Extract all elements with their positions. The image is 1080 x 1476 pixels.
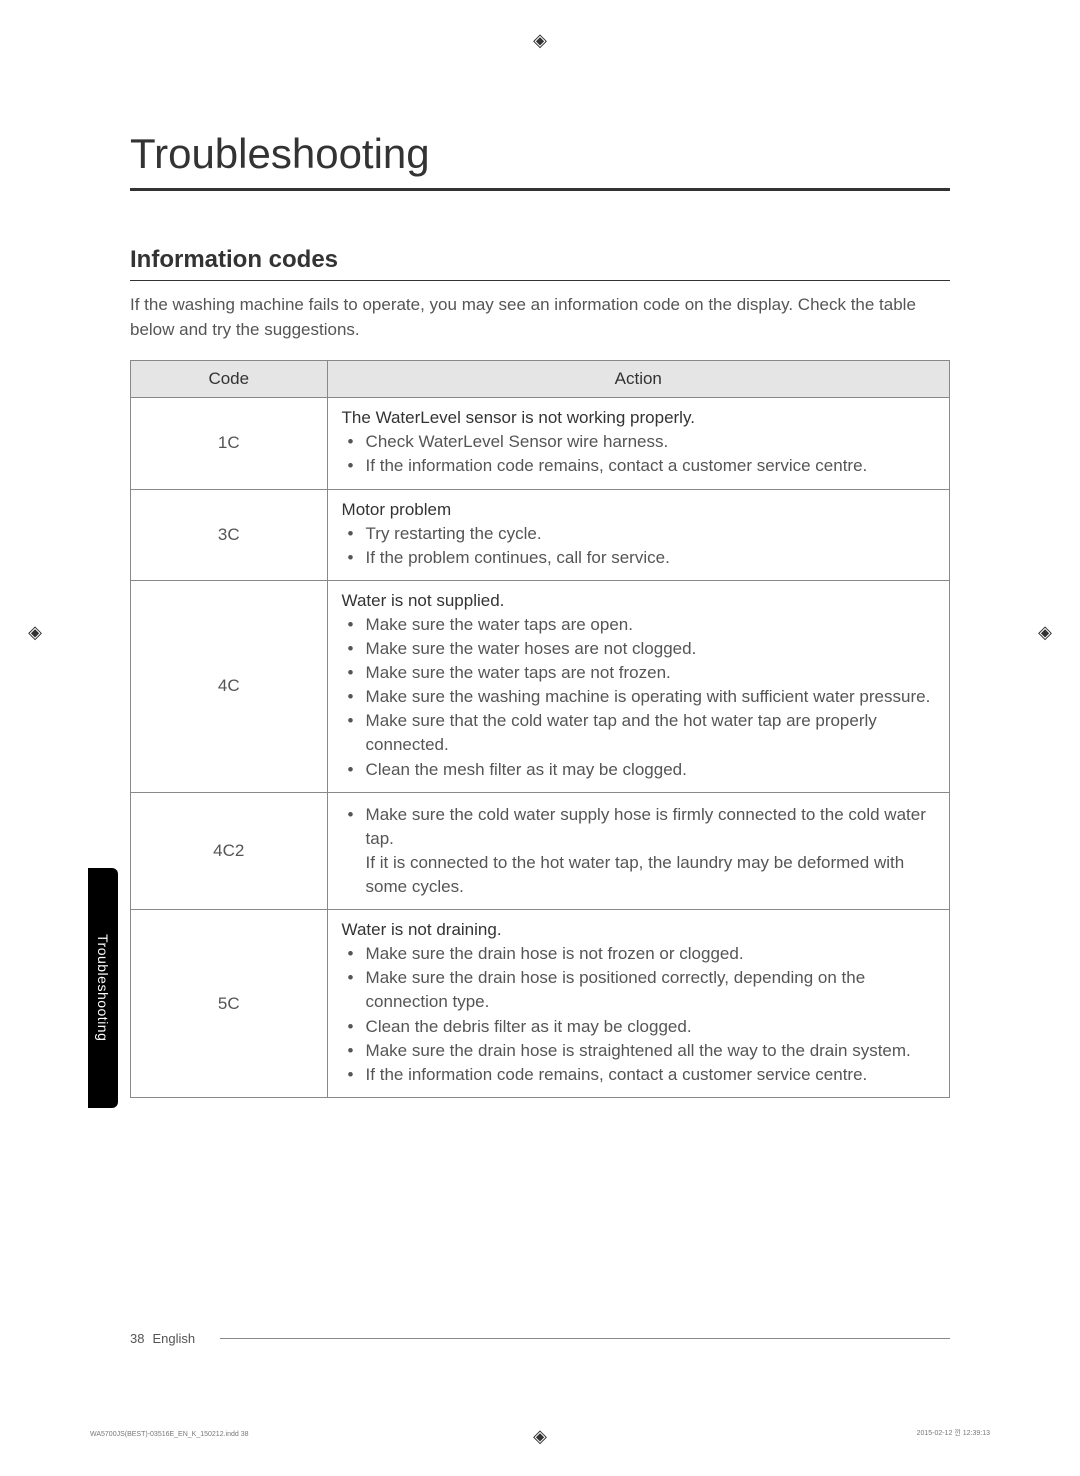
table-header-code: Code: [131, 361, 328, 398]
action-item: If the information code remains, contact…: [342, 454, 935, 478]
intro-text: If the washing machine fails to operate,…: [130, 293, 950, 342]
table-row: 3CMotor problemTry restarting the cycle.…: [131, 489, 950, 580]
print-footer-left: WA5700JS(BEST)-03516E_EN_K_150212.indd 3…: [90, 1431, 249, 1438]
code-cell: 5C: [131, 910, 328, 1098]
action-item: Make sure the water taps are open.: [342, 613, 935, 637]
code-cell: 1C: [131, 398, 328, 489]
page-footer: 38 English: [130, 1331, 195, 1346]
action-cell: Motor problemTry restarting the cycle.If…: [327, 489, 949, 580]
code-cell: 4C: [131, 580, 328, 792]
action-cell: Water is not supplied.Make sure the wate…: [327, 580, 949, 792]
action-cell: The WaterLevel sensor is not working pro…: [327, 398, 949, 489]
registration-mark-top: ◈: [530, 30, 550, 50]
action-item: Check WaterLevel Sensor wire harness.: [342, 430, 935, 454]
registration-mark-left: ◈: [25, 622, 45, 642]
action-title: Water is not supplied.: [342, 591, 935, 611]
action-item: If the problem continues, call for servi…: [342, 546, 935, 570]
action-item: Clean the mesh filter as it may be clogg…: [342, 758, 935, 782]
action-item: Try restarting the cycle.: [342, 522, 935, 546]
action-list: Make sure the cold water supply hose is …: [342, 803, 935, 851]
action-title: Water is not draining.: [342, 920, 935, 940]
action-item: Make sure the cold water supply hose is …: [342, 803, 935, 851]
action-list: Make sure the water taps are open.Make s…: [342, 613, 935, 782]
section-heading: Information codes: [130, 246, 950, 281]
action-cell: Make sure the cold water supply hose is …: [327, 792, 949, 910]
action-item: Make sure the washing machine is operati…: [342, 685, 935, 709]
action-list: Make sure the drain hose is not frozen o…: [342, 942, 935, 1087]
page-language: English: [152, 1331, 195, 1346]
action-cell: Water is not draining.Make sure the drai…: [327, 910, 949, 1098]
action-list: Try restarting the cycle.If the problem …: [342, 522, 935, 570]
action-item: Clean the debris filter as it may be clo…: [342, 1015, 935, 1039]
action-item: If the information code remains, contact…: [342, 1063, 935, 1087]
footer-line: [220, 1338, 950, 1339]
registration-mark-right: ◈: [1035, 622, 1055, 642]
action-item: Make sure that the cold water tap and th…: [342, 709, 935, 757]
table-row: 4C2 Make sure the cold water supply hose …: [131, 792, 950, 910]
table-row: 1C The WaterLevel sensor is not working p…: [131, 398, 950, 489]
page-title: Troubleshooting: [130, 130, 950, 191]
action-item: Make sure the drain hose is straightened…: [342, 1039, 935, 1063]
print-footer-right: 2015-02-12 낀 12:39:13: [917, 1428, 990, 1438]
action-item: Make sure the water taps are not frozen.: [342, 661, 935, 685]
table-header-action: Action: [327, 361, 949, 398]
action-item: Make sure the water hoses are not clogge…: [342, 637, 935, 661]
registration-mark-bottom: ◈: [530, 1426, 550, 1446]
information-codes-table: Code Action 1C The WaterLevel sensor is n…: [130, 360, 950, 1098]
code-cell: 3C: [131, 489, 328, 580]
action-item: Make sure the drain hose is not frozen o…: [342, 942, 935, 966]
action-item: Make sure the drain hose is positioned c…: [342, 966, 935, 1014]
page-number: 38: [130, 1331, 144, 1346]
code-cell: 4C2: [131, 792, 328, 910]
table-row: 4CWater is not supplied.Make sure the wa…: [131, 580, 950, 792]
action-list: Check WaterLevel Sensor wire harness.If …: [342, 430, 935, 478]
action-title: The WaterLevel sensor is not working pro…: [342, 408, 935, 428]
action-title: Motor problem: [342, 500, 935, 520]
table-row: 5CWater is not draining.Make sure the dr…: [131, 910, 950, 1098]
side-tab-label: Troubleshooting: [88, 868, 118, 1108]
main-content: Troubleshooting Information codes If the…: [130, 130, 950, 1098]
action-subtext: If it is connected to the hot water tap,…: [342, 851, 935, 899]
